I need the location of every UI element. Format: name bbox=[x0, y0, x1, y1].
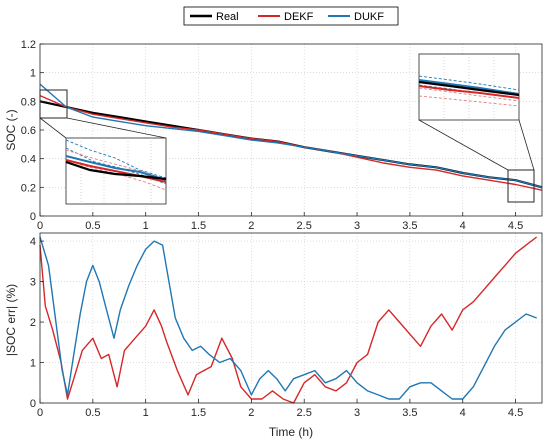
soc-xtick-label: 4.5 bbox=[508, 220, 523, 232]
error-xtick-label: 1 bbox=[143, 407, 149, 419]
soc-plot: 0 0.5 1 1.5 2 2.5 3 3.5 4 4.5 0 0.2 0.4 0.6 0.8 1 1.2 SO… bbox=[4, 39, 543, 232]
soc-ytick-label: 0 bbox=[30, 211, 36, 223]
legend-label-real: Real bbox=[216, 11, 239, 23]
soc-ticks: 0 0.5 1 1.5 2 2.5 3 3.5 4 4.5 0 0.2 0.4 0.6 0.8 1 1.2 bbox=[21, 39, 524, 232]
error-xtick-label: 0.5 bbox=[85, 407, 100, 419]
soc-xtick-label: 0 bbox=[37, 220, 43, 232]
legend-label-dukf: DUKF bbox=[354, 11, 384, 23]
soc-ytick-label: 0.8 bbox=[21, 96, 36, 108]
inset-right-real-line bbox=[418, 80, 520, 97]
zoom-region-left bbox=[39, 89, 68, 119]
error-xtick-label: 0 bbox=[37, 407, 43, 419]
soc-series bbox=[39, 83, 543, 191]
error-xtick-label: 2.5 bbox=[297, 407, 312, 419]
soc-series-dukf bbox=[39, 83, 543, 188]
inset-right-dekf-line bbox=[418, 85, 520, 99]
inset-left-dukf-line bbox=[65, 155, 167, 181]
error-grid bbox=[39, 233, 542, 404]
error-series-dekf bbox=[39, 236, 538, 404]
legend: Real DEKF DUKF bbox=[183, 6, 399, 26]
inset-right-dukf-line bbox=[418, 79, 520, 95]
inset-right-dekf-bound bbox=[418, 87, 520, 102]
soc-xtick-label: 4 bbox=[460, 220, 466, 232]
error-axes-box bbox=[39, 232, 543, 404]
soc-ytick-label: 0.6 bbox=[21, 125, 36, 137]
error-ytick-label: 0 bbox=[30, 398, 36, 410]
zoom-connector-left-b bbox=[66, 117, 167, 139]
zoom-connector-right-a bbox=[418, 119, 509, 171]
error-xtick-label: 3 bbox=[354, 407, 360, 419]
soc-xtick-label: 0.5 bbox=[85, 220, 100, 232]
inset-left bbox=[65, 137, 167, 205]
soc-ytick-label: 0.4 bbox=[21, 154, 36, 166]
soc-xtick-label: 2.5 bbox=[297, 220, 312, 232]
error-ytick-label: 4 bbox=[30, 236, 36, 248]
error-ticks: 0 0.5 1 1.5 2 2.5 3 3.5 4 4.5 0 1 2 3 4 bbox=[30, 236, 523, 419]
soc-xtick-label: 2 bbox=[248, 220, 254, 232]
error-ylabel: |SOC err| (%) bbox=[4, 284, 18, 356]
legend-box bbox=[183, 6, 399, 26]
error-ytick-label: 1 bbox=[30, 358, 36, 370]
soc-ylabel: SOC (-) bbox=[4, 109, 18, 150]
legend-label-dekf: DEKF bbox=[284, 11, 314, 23]
error-xtick-label: 4 bbox=[460, 407, 466, 419]
soc-xtick-label: 1 bbox=[143, 220, 149, 232]
error-xtick-label: 1.5 bbox=[191, 407, 206, 419]
zoom-connector-left-a bbox=[39, 117, 67, 139]
inset-right-dukf-bound bbox=[418, 75, 520, 91]
error-series bbox=[39, 236, 538, 404]
soc-ytick-label: 1 bbox=[30, 68, 36, 80]
error-ytick-label: 3 bbox=[30, 277, 36, 289]
inset-right bbox=[418, 53, 520, 121]
zoom-region-right bbox=[507, 169, 535, 203]
soc-xtick-label: 3.5 bbox=[402, 220, 417, 232]
soc-ytick-label: 0.2 bbox=[21, 182, 36, 194]
inset-left-dukf-bound bbox=[65, 139, 167, 179]
zoom-connector-right-b bbox=[518, 119, 535, 171]
error-xlabel: Time (h) bbox=[269, 425, 313, 439]
error-xtick-label: 4.5 bbox=[508, 407, 523, 419]
error-series-dukf bbox=[39, 236, 537, 400]
error-xtick-label: 3.5 bbox=[402, 407, 417, 419]
error-xtick-label: 2 bbox=[248, 407, 254, 419]
inset-right-dekf-bound bbox=[418, 95, 520, 107]
inset-left-real-line bbox=[65, 160, 167, 181]
soc-xtick-label: 3 bbox=[354, 220, 360, 232]
soc-ytick-label: 1.2 bbox=[21, 39, 36, 51]
error-ytick-label: 2 bbox=[30, 317, 36, 329]
soc-xtick-label: 1.5 bbox=[191, 220, 206, 232]
